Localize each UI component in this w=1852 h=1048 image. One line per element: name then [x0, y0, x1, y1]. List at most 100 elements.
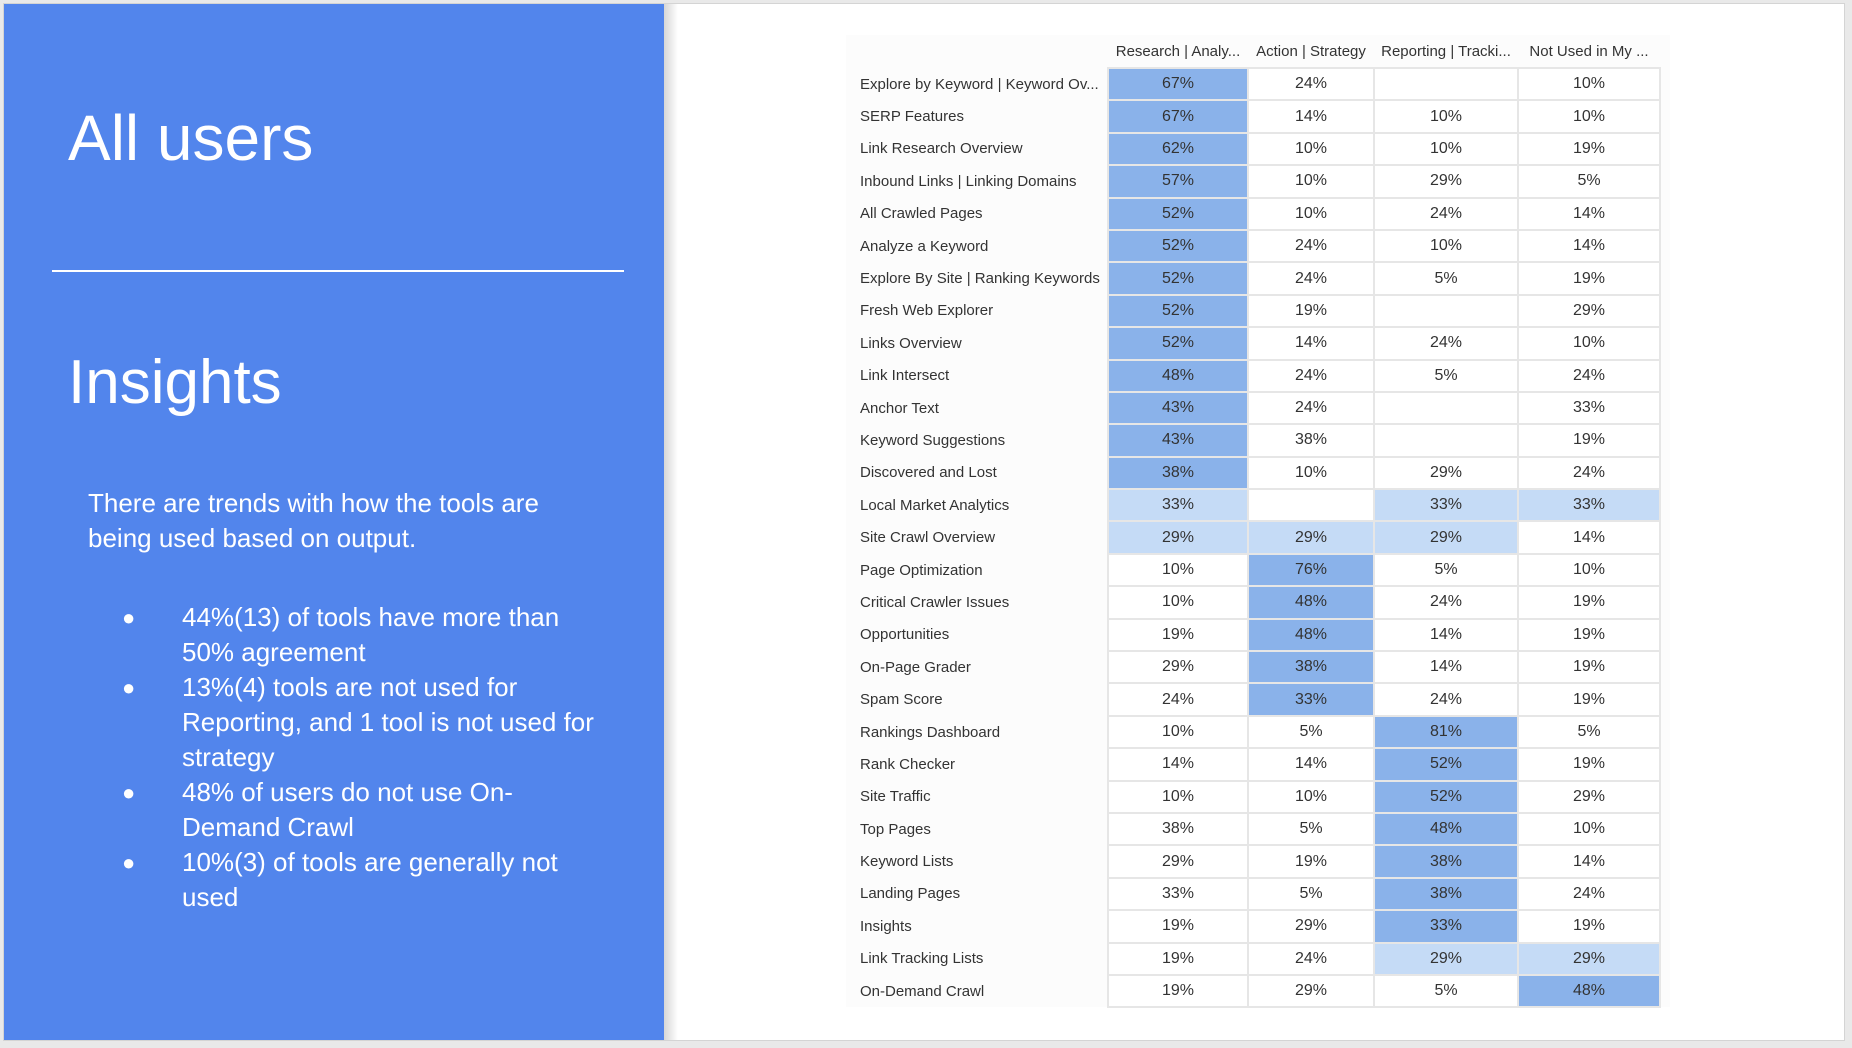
- percentage-cell: 52%: [1107, 196, 1249, 231]
- percentage-cell: 52%: [1107, 326, 1249, 361]
- percentage-cell: 52%: [1373, 747, 1519, 782]
- percentage-cell: 24%: [1247, 358, 1375, 393]
- percentage-cell: 14%: [1517, 196, 1661, 231]
- percentage-cell: 24%: [1107, 682, 1249, 717]
- header-not-used: Not Used in My ...: [1518, 35, 1660, 68]
- tool-name-cell: All Crawled Pages: [846, 197, 1108, 230]
- percentage-cell: 29%: [1107, 844, 1249, 879]
- percentage-cell: 24%: [1247, 228, 1375, 264]
- percentage-cell: 62%: [1107, 131, 1249, 167]
- percentage-cell: 38%: [1107, 455, 1249, 491]
- table-body: Explore by Keyword | Keyword Ov... 67% 24%…: [846, 66, 1661, 1009]
- percentage-cell: 24%: [1247, 390, 1375, 426]
- percentage-cell: 24%: [1247, 941, 1375, 976]
- table-row: Link Intersect 48% 24% 5% 24%: [846, 358, 1661, 393]
- percentage-cell: 10%: [1517, 552, 1661, 588]
- percentage-cell: 52%: [1107, 293, 1249, 329]
- tool-name-cell: Anchor Text: [846, 391, 1108, 425]
- insights-panel: All users Insights There are trends with…: [4, 4, 664, 1040]
- table-row: Analyze a Keyword 52% 24% 10% 14%: [846, 228, 1661, 264]
- table-row: SERP Features 67% 14% 10% 10%: [846, 99, 1661, 134]
- percentage-cell: 19%: [1517, 423, 1661, 458]
- percentage-cell: 19%: [1247, 293, 1375, 329]
- percentage-cell: 29%: [1373, 455, 1519, 491]
- percentage-cell: 14%: [1247, 99, 1375, 134]
- tool-usage-table: Research | Analy... Action | Strategy Re…: [846, 35, 1661, 1009]
- percentage-cell: 19%: [1247, 844, 1375, 879]
- percentage-cell: 29%: [1517, 293, 1661, 329]
- percentage-cell: 24%: [1517, 358, 1661, 393]
- tool-name-cell: Keyword Lists: [846, 845, 1108, 878]
- percentage-cell: 5%: [1247, 714, 1375, 750]
- bullet-icon: ●: [122, 675, 136, 700]
- insight-bullet-text: 13%(4) tools are not used for Reporting,…: [182, 672, 594, 772]
- percentage-cell: 19%: [1517, 682, 1661, 717]
- percentage-cell: 5%: [1517, 714, 1661, 750]
- tool-name-cell: Rank Checker: [846, 748, 1108, 781]
- table-row: Site Crawl Overview 29% 29% 29% 14%: [846, 520, 1661, 555]
- percentage-cell: [1373, 390, 1519, 426]
- percentage-cell: 38%: [1247, 423, 1375, 458]
- tool-name-cell: Links Overview: [846, 327, 1108, 360]
- percentage-cell: 19%: [1517, 617, 1661, 653]
- percentage-cell: 10%: [1247, 131, 1375, 167]
- table-row: Rank Checker 14% 14% 52% 19%: [846, 747, 1661, 782]
- tool-name-cell: Link Intersect: [846, 359, 1108, 392]
- percentage-cell: 10%: [1517, 811, 1661, 847]
- tool-name-cell: Explore by Keyword | Keyword Ov...: [846, 68, 1108, 101]
- percentage-cell: 24%: [1247, 66, 1375, 102]
- percentage-cell: 19%: [1517, 909, 1661, 944]
- percentage-cell: 10%: [1107, 552, 1249, 588]
- percentage-cell: 38%: [1373, 876, 1519, 912]
- table-row: Site Traffic 10% 10% 52% 29%: [846, 779, 1661, 814]
- percentage-cell: 29%: [1517, 779, 1661, 814]
- insights-bullet-list: ● 44%(13) of tools have more than 50% agr…: [88, 600, 608, 915]
- percentage-cell: [1247, 488, 1375, 523]
- percentage-cell: 52%: [1107, 261, 1249, 296]
- table-row: Links Overview 52% 14% 24% 10%: [846, 326, 1661, 361]
- percentage-cell: 24%: [1517, 876, 1661, 912]
- tool-name-cell: Fresh Web Explorer: [846, 294, 1108, 328]
- insight-bullet-text: 10%(3) of tools are generally not used: [182, 847, 558, 912]
- percentage-cell: [1373, 66, 1519, 102]
- tool-name-cell: Opportunities: [846, 618, 1108, 652]
- table-row: Link Research Overview 62% 10% 10% 19%: [846, 131, 1661, 167]
- title-divider: [52, 270, 624, 272]
- percentage-cell: 19%: [1517, 747, 1661, 782]
- percentage-cell: 10%: [1107, 585, 1249, 620]
- percentage-cell: 10%: [1247, 164, 1375, 199]
- tool-name-cell: Insights: [846, 910, 1108, 943]
- percentage-cell: 81%: [1373, 714, 1519, 750]
- insight-bullet-text: 44%(13) of tools have more than 50% agre…: [182, 602, 560, 667]
- percentage-cell: 24%: [1247, 261, 1375, 296]
- percentage-cell: [1373, 293, 1519, 329]
- table-row: Insights 19% 29% 33% 19%: [846, 909, 1661, 944]
- tool-name-cell: Discovered and Lost: [846, 456, 1108, 490]
- tool-name-cell: Top Pages: [846, 812, 1108, 846]
- percentage-cell: 29%: [1517, 941, 1661, 976]
- percentage-cell: 10%: [1373, 228, 1519, 264]
- tool-name-cell: Keyword Suggestions: [846, 424, 1108, 457]
- tool-name-cell: SERP Features: [846, 100, 1108, 133]
- percentage-cell: 33%: [1247, 682, 1375, 717]
- percentage-cell: 5%: [1373, 261, 1519, 296]
- percentage-cell: 67%: [1107, 99, 1249, 134]
- tool-name-cell: Link Research Overview: [846, 132, 1108, 166]
- percentage-cell: 14%: [1247, 326, 1375, 361]
- percentage-cell: 14%: [1517, 520, 1661, 555]
- table-row: Fresh Web Explorer 52% 19% 29%: [846, 293, 1661, 329]
- tool-name-cell: Link Tracking Lists: [846, 942, 1108, 975]
- percentage-cell: 10%: [1107, 779, 1249, 814]
- percentage-cell: 10%: [1247, 196, 1375, 231]
- percentage-cell: 5%: [1373, 973, 1519, 1009]
- percentage-cell: 24%: [1373, 682, 1519, 717]
- panel-shadow: [664, 4, 678, 1040]
- percentage-cell: 29%: [1247, 520, 1375, 555]
- percentage-cell: 19%: [1107, 941, 1249, 976]
- table-row: All Crawled Pages 52% 10% 24% 14%: [846, 196, 1661, 231]
- table-row: Rankings Dashboard 10% 5% 81% 5%: [846, 714, 1661, 750]
- percentage-cell: 19%: [1517, 261, 1661, 296]
- table-row: Top Pages 38% 5% 48% 10%: [846, 811, 1661, 847]
- percentage-cell: 29%: [1373, 164, 1519, 199]
- table-row: Anchor Text 43% 24% 33%: [846, 390, 1661, 426]
